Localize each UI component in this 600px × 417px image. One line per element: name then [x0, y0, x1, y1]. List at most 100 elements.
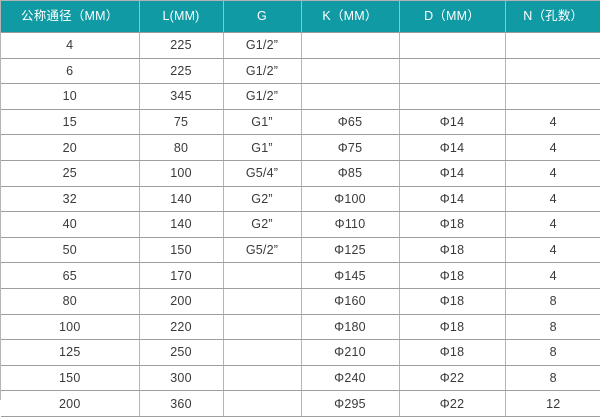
table-cell-l: 360	[139, 390, 224, 417]
table-cell-nominal: 10	[1, 83, 140, 110]
table-cell-nominal: 50	[1, 237, 140, 264]
table-row: 20 80 G1” Φ75 Φ14 4	[1, 134, 600, 161]
table-cell-g: G1”	[223, 134, 302, 161]
table-cell-g	[223, 314, 302, 341]
table-cell-k: Φ65	[301, 109, 400, 136]
table-cell-d: Φ18	[399, 288, 506, 315]
table-cell-nominal: 200	[1, 390, 140, 417]
table-cell-l: 220	[139, 314, 224, 341]
table-cell-n: 4	[505, 109, 600, 136]
table-cell-nominal: 32	[1, 186, 140, 213]
table-cell-l: 300	[139, 365, 224, 392]
table-cell-nominal: 125	[1, 339, 140, 366]
table-body: 4 225 G1/2” 6 225 G1/2” 10 345 G1/2” 15 75 G1” Φ65 Φ1…	[1, 32, 600, 417]
table-cell-d: Φ22	[399, 365, 506, 392]
table-cell-g: G1/2”	[223, 32, 302, 59]
column-header-d: D（MM）	[399, 1, 506, 33]
table-cell-l: 140	[139, 211, 224, 238]
column-header-length: L(MM)	[139, 1, 224, 33]
table-cell-l: 150	[139, 237, 224, 264]
table-cell-d: Φ14	[399, 134, 506, 161]
table-cell-n: 4	[505, 211, 600, 238]
table-cell-nominal: 80	[1, 288, 140, 315]
table-cell-d: Φ18	[399, 339, 506, 366]
table-cell-k: Φ85	[301, 160, 400, 187]
table-cell-l: 140	[139, 186, 224, 213]
table-cell-d	[399, 32, 506, 59]
column-header-thread: G	[223, 1, 302, 33]
table-row: 65 170 Φ145 Φ18 4	[1, 262, 600, 289]
table-cell-nominal: 100	[1, 314, 140, 341]
table-cell-d: Φ18	[399, 237, 506, 264]
table-cell-k: Φ180	[301, 314, 400, 341]
table-row: 10 345 G1/2”	[1, 83, 600, 110]
table-cell-n: 8	[505, 288, 600, 315]
table-cell-k: Φ210	[301, 339, 400, 366]
table-row: 50 150 G5/2” Φ125 Φ18 4	[1, 237, 600, 264]
table-cell-nominal: 150	[1, 365, 140, 392]
table-row: 25 100 G5/4” Φ85 Φ14 4	[1, 160, 600, 187]
table-row: 200 360 Φ295 Φ22 12	[1, 390, 600, 417]
column-header-k: K（MM）	[301, 1, 400, 33]
table-cell-n: 4	[505, 186, 600, 213]
table-cell-g	[223, 339, 302, 366]
table-row: 6 225 G1/2”	[1, 58, 600, 85]
table-cell-k: Φ160	[301, 288, 400, 315]
table-cell-k	[301, 83, 400, 110]
table-cell-l: 225	[139, 58, 224, 85]
table-cell-d	[399, 58, 506, 85]
table-cell-l: 345	[139, 83, 224, 110]
table-cell-g: G5/4”	[223, 160, 302, 187]
column-header-hole-count: N（孔数）	[505, 1, 600, 33]
table-cell-n: 8	[505, 365, 600, 392]
table-cell-l: 170	[139, 262, 224, 289]
table-cell-k	[301, 58, 400, 85]
table-cell-g: G1/2”	[223, 83, 302, 110]
table-cell-n: 8	[505, 314, 600, 341]
table-row: 125 250 Φ210 Φ18 8	[1, 339, 600, 366]
table-cell-d: Φ18	[399, 211, 506, 238]
table-cell-d: Φ14	[399, 109, 506, 136]
table-cell-nominal: 6	[1, 58, 140, 85]
column-header-nominal-diameter: 公称通径（MM）	[1, 1, 140, 33]
table-cell-l: 225	[139, 32, 224, 59]
table-cell-nominal: 25	[1, 160, 140, 187]
table-cell-n: 12	[505, 390, 600, 417]
table-cell-n	[505, 32, 600, 59]
table-cell-k: Φ145	[301, 262, 400, 289]
table-cell-k: Φ110	[301, 211, 400, 238]
table-cell-d: Φ14	[399, 186, 506, 213]
table-cell-g	[223, 365, 302, 392]
table-row: 15 75 G1” Φ65 Φ14 4	[1, 109, 600, 136]
table-cell-n: 4	[505, 160, 600, 187]
table-cell-l: 200	[139, 288, 224, 315]
table-cell-d: Φ18	[399, 262, 506, 289]
table-cell-k: Φ125	[301, 237, 400, 264]
table-cell-nominal: 65	[1, 262, 140, 289]
table-cell-n: 4	[505, 262, 600, 289]
table-cell-d: Φ18	[399, 314, 506, 341]
table-cell-n	[505, 58, 600, 85]
table-cell-g: G1/2”	[223, 58, 302, 85]
table-cell-d	[399, 83, 506, 110]
table-row: 100 220 Φ180 Φ18 8	[1, 314, 600, 341]
table-cell-l: 100	[139, 160, 224, 187]
table-row: 32 140 G2” Φ100 Φ14 4	[1, 186, 600, 213]
table-cell-d: Φ22	[399, 390, 506, 417]
table-cell-g	[223, 288, 302, 315]
table-row: 4 225 G1/2”	[1, 32, 600, 59]
table-cell-k: Φ295	[301, 390, 400, 417]
table-cell-k	[301, 32, 400, 59]
table-cell-g	[223, 390, 302, 417]
table-cell-l: 75	[139, 109, 224, 136]
table-row: 80 200 Φ160 Φ18 8	[1, 288, 600, 315]
table-cell-g	[223, 262, 302, 289]
table-cell-g: G2”	[223, 186, 302, 213]
table-cell-n	[505, 83, 600, 110]
table-cell-nominal: 4	[1, 32, 140, 59]
table-row: 40 140 G2” Φ110 Φ18 4	[1, 211, 600, 238]
table-cell-g: G5/2”	[223, 237, 302, 264]
table-cell-g: G1”	[223, 109, 302, 136]
